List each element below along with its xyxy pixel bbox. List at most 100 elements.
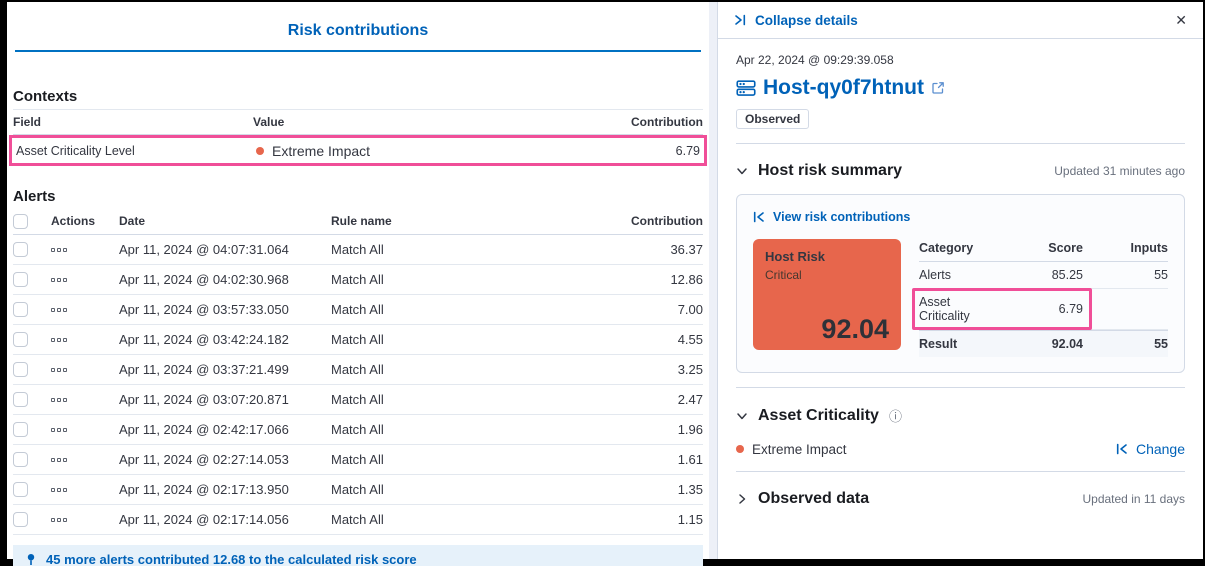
- page-title: Risk contributions: [287, 22, 429, 39]
- criticality-dot-icon: [736, 445, 744, 453]
- row-checkbox[interactable]: [13, 362, 28, 377]
- host-risk-summary-header: Host risk summary Updated 31 minutes ago: [736, 162, 1185, 180]
- info-icon[interactable]: ⓘ: [888, 409, 902, 424]
- risk-card-score: 92.04: [821, 314, 889, 344]
- risk-card-title: Host Risk: [765, 249, 825, 264]
- chevron-right-icon[interactable]: [736, 493, 748, 505]
- host-details-flyout: Collapse details ✕ Apr 22, 2024 @ 09:29:…: [717, 2, 1203, 559]
- observed-data-title: Observed data: [758, 490, 870, 507]
- row-checkbox[interactable]: [13, 272, 28, 287]
- alert-rule-name: Match All: [331, 512, 384, 527]
- popout-icon[interactable]: [931, 81, 945, 95]
- alert-contribution: 7.00: [677, 302, 703, 317]
- alerts-table-body: Apr 11, 2024 @ 04:07:31.064 Match All 36…: [13, 235, 703, 535]
- risk-card-level: Critical: [765, 268, 802, 282]
- row-checkbox[interactable]: [13, 392, 28, 407]
- actions-menu-icon[interactable]: [51, 397, 67, 402]
- alert-table-row: Apr 11, 2024 @ 03:42:24.182 Match All 4.…: [13, 325, 703, 355]
- alert-timestamp: Apr 22, 2024 @ 09:29:39.058: [736, 53, 894, 67]
- row-checkbox[interactable]: [13, 242, 28, 257]
- alert-date: Apr 11, 2024 @ 04:07:31.064: [119, 242, 289, 257]
- host-risk-summary-title: Host risk summary: [758, 162, 903, 179]
- observed-updated-text: Updated in 11 days: [1082, 492, 1185, 506]
- column-header-value: Value: [253, 115, 285, 129]
- row-checkbox[interactable]: [13, 512, 28, 527]
- alert-table-row: Apr 11, 2024 @ 03:07:20.871 Match All 2.…: [13, 385, 703, 415]
- view-risk-contributions-link[interactable]: View risk contributions: [753, 210, 1168, 224]
- contexts-section: Contexts Field Value Contribution Asset …: [9, 88, 707, 166]
- chevron-down-icon[interactable]: [736, 165, 748, 177]
- alert-table-row: Apr 11, 2024 @ 02:42:17.066 Match All 1.…: [13, 415, 703, 445]
- divider: [736, 471, 1185, 472]
- row-select-cell: [13, 392, 51, 407]
- view-risk-contributions-label: View risk contributions: [773, 210, 911, 224]
- row-actions-cell: [51, 487, 119, 492]
- row-checkbox[interactable]: [13, 452, 28, 467]
- host-risk-score-card: Host Risk Critical 92.04: [753, 239, 901, 350]
- row-select-cell: [13, 242, 51, 257]
- alert-table-row: Apr 11, 2024 @ 02:27:14.053 Match All 1.…: [13, 445, 703, 475]
- alert-date: Apr 11, 2024 @ 02:17:14.056: [119, 512, 289, 527]
- risk-table-row-alerts: Alerts 85.25 55: [919, 262, 1168, 289]
- arrow-start-icon: [753, 211, 764, 223]
- column-header-inputs: Inputs: [1130, 241, 1169, 255]
- alerts-table-header: Actions Date Rule name Contribution: [13, 208, 703, 235]
- alert-date: Apr 11, 2024 @ 03:37:21.499: [119, 362, 289, 377]
- collapse-details-button[interactable]: Collapse details: [734, 13, 858, 28]
- row-checkbox[interactable]: [13, 302, 28, 317]
- alert-contribution: 1.96: [677, 422, 703, 437]
- row-checkbox[interactable]: [13, 422, 28, 437]
- actions-menu-icon[interactable]: [51, 307, 67, 312]
- column-header-contribution: Contribution: [631, 214, 703, 228]
- row-checkbox[interactable]: [13, 482, 28, 497]
- arrow-start-icon: [1116, 443, 1127, 455]
- row-select-cell: [13, 272, 51, 287]
- alert-contribution: 3.25: [677, 362, 703, 377]
- close-icon[interactable]: ✕: [1175, 12, 1187, 28]
- actions-menu-icon[interactable]: [51, 487, 67, 492]
- column-header-category: Category: [919, 241, 974, 255]
- alert-rule-name: Match All: [331, 362, 384, 377]
- actions-menu-icon[interactable]: [51, 427, 67, 432]
- select-all-cell: [13, 213, 51, 229]
- column-header-actions: Actions: [51, 214, 96, 228]
- asset-criticality-value-row: Extreme Impact Change: [736, 441, 1185, 457]
- row-checkbox[interactable]: [13, 332, 28, 347]
- alerts-heading: Alerts: [13, 188, 56, 205]
- observed-badge: Observed: [736, 109, 810, 129]
- divider: [736, 387, 1185, 388]
- cell-category: Alerts: [919, 268, 951, 282]
- actions-menu-icon[interactable]: [51, 247, 67, 252]
- row-select-cell: [13, 362, 51, 377]
- row-actions-cell: [51, 517, 119, 522]
- alert-table-row: Apr 11, 2024 @ 03:37:21.499 Match All 3.…: [13, 355, 703, 385]
- risk-category-table: Category Score Inputs Alerts 85.25 55 As…: [912, 239, 1169, 357]
- host-title-row: Host-qy0f7htnut: [736, 76, 1185, 100]
- actions-menu-icon[interactable]: [51, 337, 67, 342]
- context-contribution: 6.79: [675, 143, 700, 158]
- alert-table-row: Apr 11, 2024 @ 02:17:13.950 Match All 1.…: [13, 475, 703, 505]
- actions-menu-icon[interactable]: [51, 517, 67, 522]
- asset-criticality-title: Asset Criticality: [758, 406, 879, 424]
- cell-category: Asset Criticality: [919, 295, 970, 323]
- arrow-end-icon: [735, 14, 746, 26]
- alert-date: Apr 11, 2024 @ 02:42:17.066: [119, 422, 289, 437]
- actions-menu-icon[interactable]: [51, 277, 67, 282]
- alert-contribution: 1.35: [677, 482, 703, 497]
- row-actions-cell: [51, 337, 119, 342]
- actions-menu-icon[interactable]: [51, 457, 67, 462]
- risk-summary-panel: View risk contributions Host Risk Critic…: [736, 194, 1185, 373]
- chevron-down-icon[interactable]: [736, 410, 748, 422]
- select-all-checkbox[interactable]: [13, 213, 28, 229]
- change-criticality-button[interactable]: Change: [1116, 441, 1185, 457]
- host-name-link[interactable]: Host-qy0f7htnut: [763, 76, 924, 99]
- alert-contribution: 1.61: [677, 452, 703, 467]
- alert-date: Apr 11, 2024 @ 03:07:20.871: [119, 392, 289, 407]
- contexts-table-header: Field Value Contribution: [13, 109, 703, 135]
- actions-menu-icon[interactable]: [51, 367, 67, 372]
- alert-date: Apr 11, 2024 @ 03:42:24.182: [119, 332, 289, 347]
- more-alerts-text: 45 more alerts contributed 12.68 to the …: [46, 551, 417, 566]
- risk-summary-content: Host Risk Critical 92.04 Category Score …: [753, 239, 1168, 357]
- row-select-cell: [13, 482, 51, 497]
- flyout-body: Apr 22, 2024 @ 09:29:39.058 Host-qy0f7ht…: [718, 39, 1203, 559]
